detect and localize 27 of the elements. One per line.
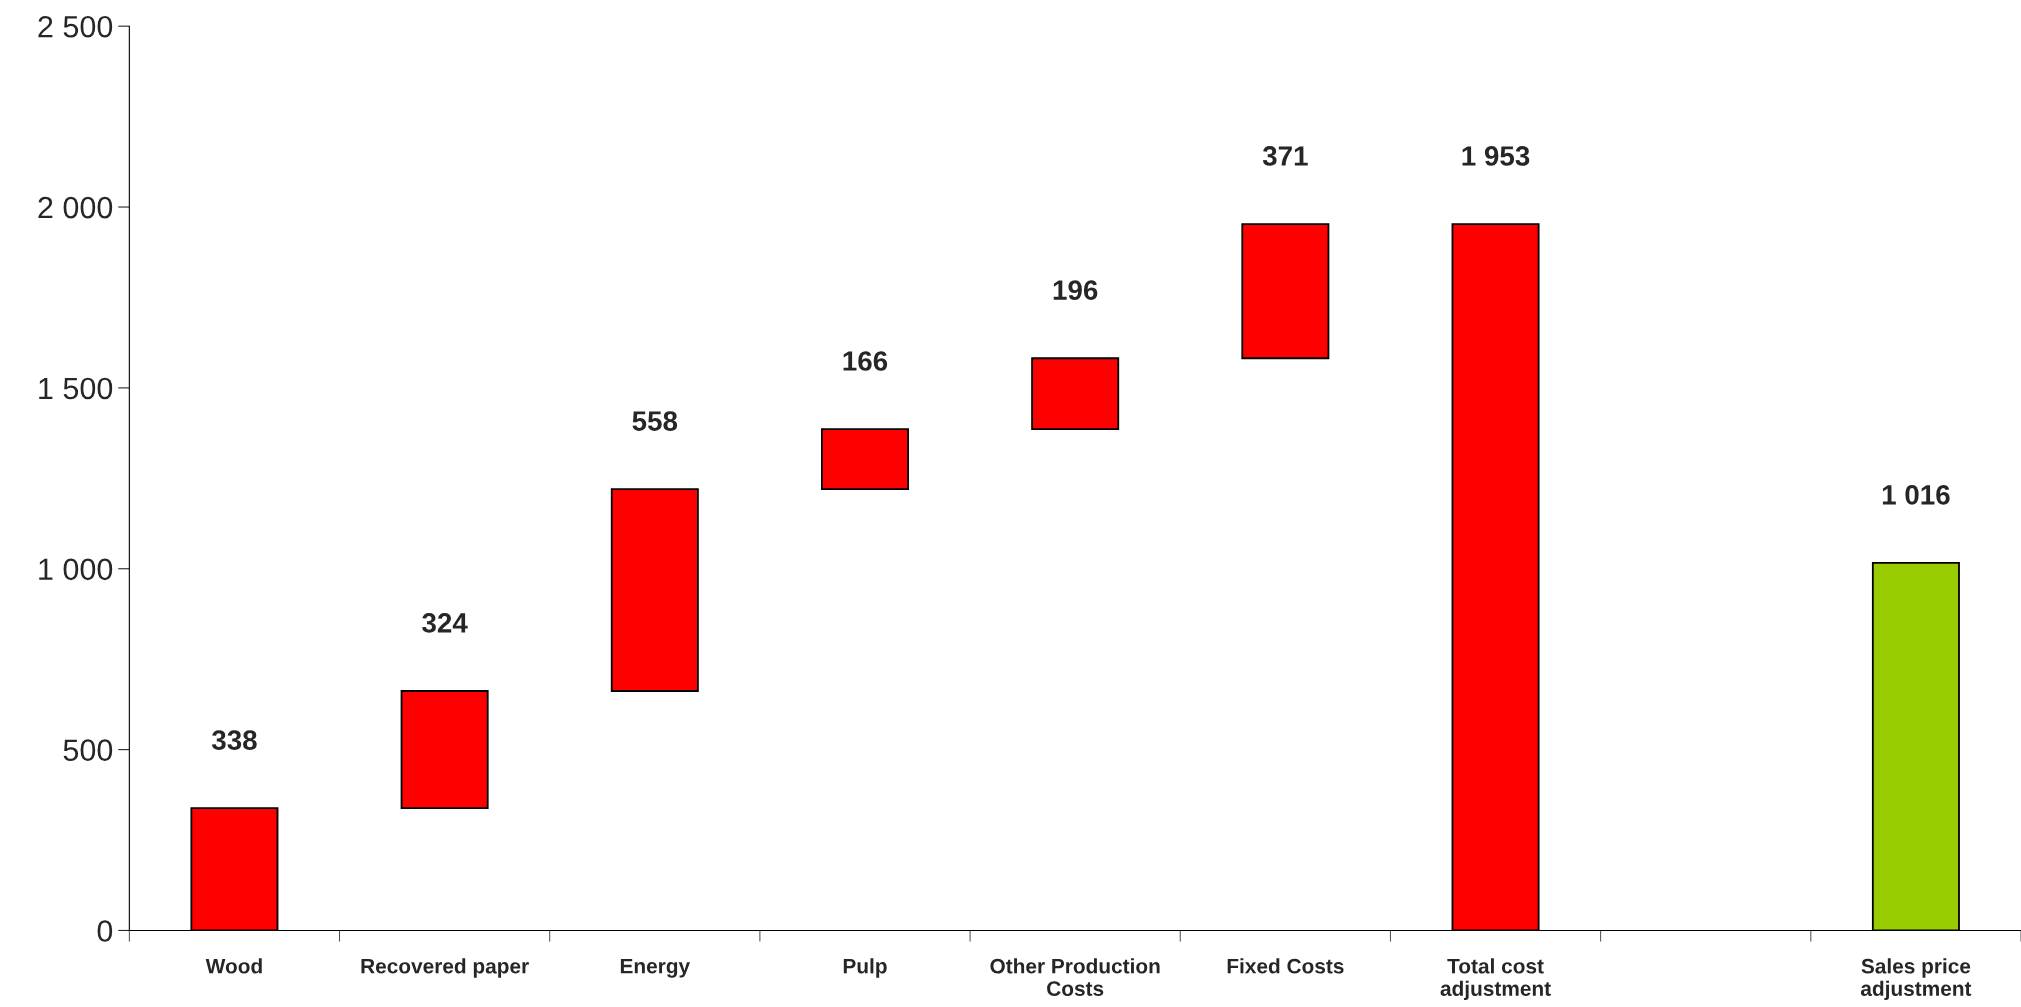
x-tick-label: Recovered paper	[361, 958, 529, 978]
data-label: 338	[211, 730, 257, 750]
y-tick-label: 0	[97, 920, 113, 942]
bar	[610, 488, 699, 692]
data-label: 558	[632, 411, 678, 431]
x-tick-label: Total cost adjustment	[1440, 958, 1551, 1001]
bar	[1241, 223, 1330, 360]
y-tick-label: 2 000	[38, 196, 113, 219]
x-tick-label: Pulp	[843, 958, 887, 978]
data-label: 324	[422, 613, 468, 633]
y-tick-label: 2 500	[38, 15, 113, 38]
x-tick-label: Sales price adjustment	[1860, 958, 1972, 1001]
y-tick-label: 500	[63, 739, 113, 761]
bar	[820, 428, 909, 491]
data-label: 196	[1053, 280, 1098, 300]
data-label: 371	[1262, 146, 1308, 166]
x-tick-label: Fixed Costs	[1227, 958, 1344, 974]
bar	[1031, 357, 1120, 431]
data-label: 166	[843, 351, 888, 371]
x-tick-label: Energy	[620, 958, 691, 978]
x-tick-label: Wood	[205, 958, 262, 974]
y-tick-label: 1 000	[39, 558, 113, 581]
data-label: 1 953	[1462, 146, 1530, 166]
data-label: 1 016	[1882, 485, 1950, 505]
bar	[400, 690, 489, 810]
x-tick-label: Other Production Costs	[990, 958, 1160, 996]
y-tick-label: 1 500	[39, 377, 113, 400]
